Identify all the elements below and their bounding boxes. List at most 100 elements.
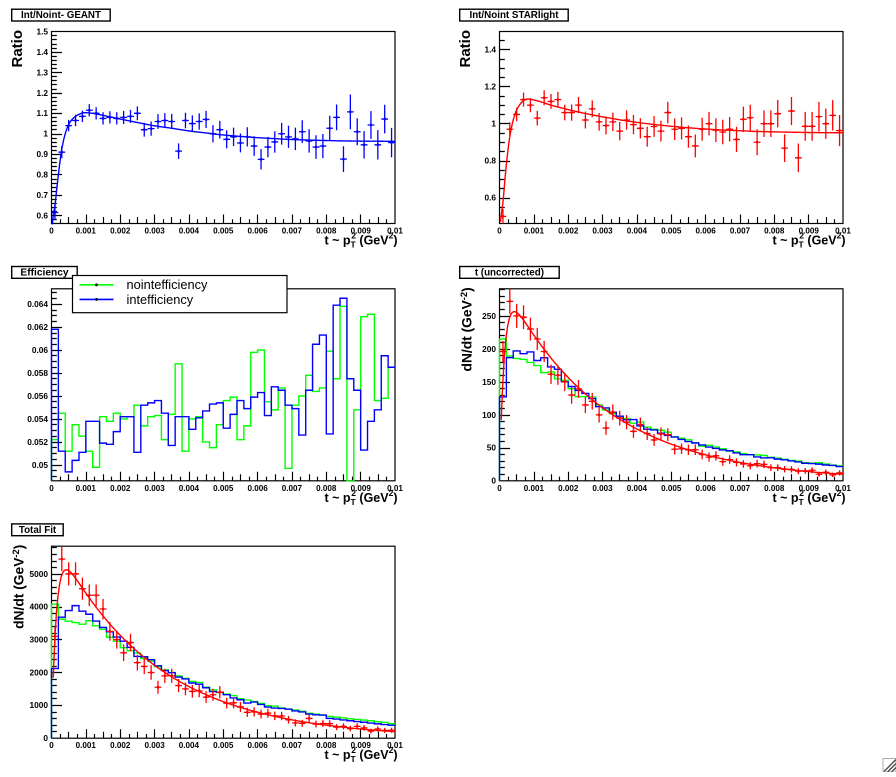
svg-text:0.006: 0.006 bbox=[695, 484, 716, 493]
svg-text:0.005: 0.005 bbox=[213, 741, 234, 750]
svg-text:1.4: 1.4 bbox=[36, 47, 48, 57]
svg-text:0.005: 0.005 bbox=[661, 484, 682, 493]
svg-text:0.004: 0.004 bbox=[627, 484, 648, 493]
svg-text:0.007: 0.007 bbox=[282, 484, 303, 493]
svg-text:Efficiency: Efficiency bbox=[20, 268, 68, 279]
svg-text:0.6: 0.6 bbox=[36, 210, 48, 220]
svg-text:0.064: 0.064 bbox=[27, 299, 48, 309]
svg-text:0.008: 0.008 bbox=[316, 741, 337, 750]
svg-text:0.006: 0.006 bbox=[247, 741, 268, 750]
svg-text:0.004: 0.004 bbox=[179, 484, 200, 493]
svg-text:3000: 3000 bbox=[30, 635, 49, 645]
svg-text:50: 50 bbox=[487, 443, 497, 453]
svg-text:t ~ pT2 (GeV2): t ~ pT2 (GeV2) bbox=[324, 488, 397, 507]
svg-text:0.001: 0.001 bbox=[76, 484, 97, 493]
svg-text:1.2: 1.2 bbox=[36, 88, 48, 98]
svg-text:0.8: 0.8 bbox=[484, 156, 496, 166]
svg-text:1.3: 1.3 bbox=[36, 67, 48, 77]
svg-text:0.004: 0.004 bbox=[179, 227, 200, 236]
svg-text:0.007: 0.007 bbox=[282, 227, 303, 236]
svg-text:0.003: 0.003 bbox=[144, 741, 165, 750]
svg-text:0: 0 bbox=[497, 484, 502, 493]
svg-text:0.062: 0.062 bbox=[27, 322, 48, 332]
svg-text:1.4: 1.4 bbox=[484, 44, 496, 54]
svg-text:0: 0 bbox=[49, 484, 54, 493]
svg-text:0.008: 0.008 bbox=[316, 484, 337, 493]
svg-text:0.007: 0.007 bbox=[730, 227, 751, 236]
svg-text:0.002: 0.002 bbox=[110, 741, 131, 750]
svg-text:4000: 4000 bbox=[30, 602, 49, 612]
svg-text:0.052: 0.052 bbox=[27, 437, 48, 447]
svg-text:dN/dt (GeV-2): dN/dt (GeV-2) bbox=[11, 545, 27, 629]
svg-text:0.054: 0.054 bbox=[27, 414, 48, 424]
svg-text:1.2: 1.2 bbox=[484, 82, 496, 92]
svg-text:0.009: 0.009 bbox=[799, 484, 820, 493]
svg-text:0.008: 0.008 bbox=[764, 484, 785, 493]
svg-text:0.005: 0.005 bbox=[213, 484, 234, 493]
svg-text:t (uncorrected): t (uncorrected) bbox=[475, 268, 544, 279]
svg-text:0.6: 0.6 bbox=[484, 193, 496, 203]
svg-text:1: 1 bbox=[491, 119, 496, 129]
svg-text:0.9: 0.9 bbox=[36, 149, 48, 159]
svg-text:0.01: 0.01 bbox=[387, 227, 403, 236]
svg-text:t ~ pT2 (GeV2): t ~ pT2 (GeV2) bbox=[324, 231, 397, 250]
svg-text:0.007: 0.007 bbox=[282, 741, 303, 750]
svg-text:0.001: 0.001 bbox=[524, 227, 545, 236]
svg-text:0.01: 0.01 bbox=[387, 741, 403, 750]
svg-text:0.004: 0.004 bbox=[627, 227, 648, 236]
svg-text:0.05: 0.05 bbox=[32, 460, 49, 470]
svg-text:0: 0 bbox=[49, 741, 54, 750]
svg-text:intefficiency: intefficiency bbox=[127, 292, 194, 307]
svg-text:150: 150 bbox=[482, 377, 496, 387]
svg-text:dN/dt (GeV-2): dN/dt (GeV-2) bbox=[459, 287, 475, 371]
svg-text:0.009: 0.009 bbox=[351, 227, 372, 236]
svg-text:0.001: 0.001 bbox=[76, 227, 97, 236]
svg-text:0: 0 bbox=[49, 227, 54, 236]
svg-text:1.5: 1.5 bbox=[36, 26, 48, 36]
svg-text:0.007: 0.007 bbox=[730, 484, 751, 493]
svg-text:0: 0 bbox=[497, 227, 502, 236]
svg-text:0.009: 0.009 bbox=[351, 741, 372, 750]
svg-text:0.005: 0.005 bbox=[661, 227, 682, 236]
svg-text:0.006: 0.006 bbox=[695, 227, 716, 236]
svg-text:0.002: 0.002 bbox=[558, 227, 579, 236]
svg-text:0.006: 0.006 bbox=[247, 227, 268, 236]
svg-text:Ratio: Ratio bbox=[9, 30, 26, 68]
svg-text:0.06: 0.06 bbox=[32, 345, 49, 355]
svg-text:0: 0 bbox=[491, 476, 496, 486]
svg-text:0.7: 0.7 bbox=[36, 190, 48, 200]
svg-text:0.009: 0.009 bbox=[351, 484, 372, 493]
svg-text:200: 200 bbox=[482, 344, 496, 354]
svg-text:0.003: 0.003 bbox=[144, 227, 165, 236]
svg-text:0.001: 0.001 bbox=[524, 484, 545, 493]
svg-text:0.008: 0.008 bbox=[764, 227, 785, 236]
svg-text:0.003: 0.003 bbox=[592, 484, 613, 493]
svg-text:Int/Noint- GEANT: Int/Noint- GEANT bbox=[21, 10, 101, 21]
svg-text:0.005: 0.005 bbox=[213, 227, 234, 236]
svg-text:t ~ pT2 (GeV2): t ~ pT2 (GeV2) bbox=[772, 231, 845, 250]
svg-text:0.01: 0.01 bbox=[387, 484, 403, 493]
svg-text:t ~ pT2 (GeV2): t ~ pT2 (GeV2) bbox=[324, 745, 397, 764]
svg-text:0.01: 0.01 bbox=[835, 227, 851, 236]
svg-text:0.8: 0.8 bbox=[36, 170, 48, 180]
svg-text:0.003: 0.003 bbox=[592, 227, 613, 236]
svg-text:0.008: 0.008 bbox=[316, 227, 337, 236]
svg-text:0: 0 bbox=[43, 733, 48, 743]
svg-text:2000: 2000 bbox=[30, 667, 49, 677]
svg-text:0.004: 0.004 bbox=[179, 741, 200, 750]
svg-text:0.006: 0.006 bbox=[247, 484, 268, 493]
svg-text:0.002: 0.002 bbox=[110, 227, 131, 236]
svg-text:Int/Noint STARlight: Int/Noint STARlight bbox=[469, 10, 559, 21]
svg-text:0.001: 0.001 bbox=[76, 741, 97, 750]
svg-text:0.056: 0.056 bbox=[27, 391, 48, 401]
svg-text:1000: 1000 bbox=[30, 700, 49, 710]
svg-text:100: 100 bbox=[482, 410, 496, 420]
svg-text:0.002: 0.002 bbox=[558, 484, 579, 493]
svg-text:0.009: 0.009 bbox=[799, 227, 820, 236]
svg-text:0.01: 0.01 bbox=[835, 484, 851, 493]
svg-text:nointefficiency: nointefficiency bbox=[127, 277, 208, 292]
svg-text:Ratio: Ratio bbox=[457, 30, 474, 68]
svg-text:250: 250 bbox=[482, 311, 496, 321]
svg-text:t ~ pT2 (GeV2): t ~ pT2 (GeV2) bbox=[772, 488, 845, 507]
svg-text:0.003: 0.003 bbox=[144, 484, 165, 493]
